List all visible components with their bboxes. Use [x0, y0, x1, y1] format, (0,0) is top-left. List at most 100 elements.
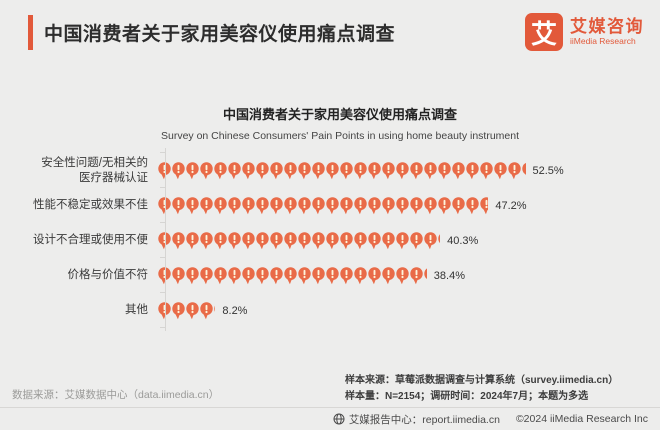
exclamation-speech-bubble-icon	[270, 196, 283, 214]
exclamation-speech-bubble-icon	[438, 161, 451, 179]
exclamation-speech-bubble-icon	[368, 161, 381, 179]
chart-subtitle: Survey on Chinese Consumers' Pain Points…	[160, 130, 520, 142]
exclamation-speech-bubble-icon	[270, 266, 283, 284]
exclamation-speech-bubble-icon	[242, 196, 255, 214]
exclamation-speech-bubble-icon	[452, 161, 465, 179]
axis-tick	[160, 257, 165, 258]
header: 中国消费者关于家用美容仪使用痛点调查	[28, 15, 395, 50]
exclamation-speech-bubble-icon	[284, 231, 297, 249]
exclamation-speech-bubble-icon	[424, 268, 427, 279]
exclamation-speech-bubble-icon	[368, 196, 381, 214]
exclamation-speech-bubble-icon	[242, 231, 255, 249]
exclamation-speech-bubble-icon	[256, 161, 269, 179]
value-label: 38.4%	[433, 269, 465, 282]
value-label: 8.2%	[222, 304, 248, 317]
exclamation-speech-bubble-icon	[214, 304, 216, 312]
axis-tick	[160, 327, 165, 328]
exclamation-speech-bubble-icon	[242, 266, 255, 284]
globe-icon	[333, 413, 345, 425]
chart-row: 其他 8.2%	[30, 293, 564, 328]
exclamation-speech-bubble-icon	[424, 196, 437, 214]
pictogram-bar	[158, 301, 216, 320]
exclamation-speech-bubble-icon	[256, 266, 269, 284]
exclamation-speech-bubble-icon	[382, 231, 395, 249]
copyright-text: ©2024 iiMedia Research Inc	[515, 413, 648, 425]
category-label: 其他	[125, 304, 148, 317]
exclamation-speech-bubble-icon	[340, 161, 353, 179]
brand-logo: 艾 艾媒咨询 iiMedia Research	[525, 13, 644, 51]
exclamation-speech-bubble-icon	[186, 161, 199, 179]
exclamation-speech-bubble-icon	[270, 231, 283, 249]
exclamation-speech-bubble-icon	[438, 233, 441, 243]
report-center-item: 艾媒报告中心：report.iimedia.cn	[333, 412, 500, 427]
exclamation-speech-bubble-icon	[228, 196, 241, 214]
exclamation-speech-bubble-icon	[186, 266, 199, 284]
exclamation-speech-bubble-icon	[200, 231, 213, 249]
data-source-note: 数据来源：艾媒数据中心（data.iimedia.cn）	[12, 389, 220, 401]
exclamation-speech-bubble-icon	[298, 196, 311, 214]
brand-name-en: iiMedia Research	[570, 36, 636, 47]
exclamation-speech-bubble-icon	[424, 161, 437, 179]
exclamation-speech-bubble-icon	[396, 196, 409, 214]
exclamation-speech-bubble-icon	[368, 231, 381, 249]
exclamation-speech-bubble-icon	[256, 231, 269, 249]
exclamation-speech-bubble-icon	[200, 266, 213, 284]
exclamation-speech-bubble-icon	[326, 231, 339, 249]
exclamation-speech-bubble-icon	[200, 196, 213, 214]
exclamation-speech-bubble-icon	[172, 196, 185, 214]
exclamation-speech-bubble-icon	[200, 161, 213, 179]
exclamation-speech-bubble-icon	[522, 162, 526, 174]
exclamation-speech-bubble-icon	[368, 266, 381, 284]
exclamation-speech-bubble-icon	[340, 266, 353, 284]
exclamation-speech-bubble-icon	[298, 266, 311, 284]
exclamation-speech-bubble-icon	[312, 161, 325, 179]
exclamation-speech-bubble-icon	[480, 161, 493, 179]
exclamation-speech-bubble-icon	[284, 196, 297, 214]
axis-tick	[160, 292, 165, 293]
exclamation-speech-bubble-icon	[228, 231, 241, 249]
exclamation-speech-bubble-icon	[172, 301, 185, 319]
exclamation-speech-bubble-icon	[298, 161, 311, 179]
y-axis-line	[165, 148, 166, 331]
axis-tick	[160, 187, 165, 188]
exclamation-speech-bubble-icon	[172, 231, 185, 249]
chart-title-block: 中国消费者关于家用美容仪使用痛点调查 Survey on Chinese Con…	[30, 104, 650, 142]
pictogram-bar	[158, 266, 427, 285]
category-label: 设计不合理或使用不便	[33, 234, 148, 247]
brand-logo-text: 艾媒咨询 iiMedia Research	[570, 17, 644, 47]
exclamation-speech-bubble-icon	[172, 266, 185, 284]
exclamation-speech-bubble-icon	[270, 161, 283, 179]
exclamation-speech-bubble-icon	[466, 196, 479, 214]
exclamation-speech-bubble-icon	[312, 231, 325, 249]
exclamation-speech-bubble-icon	[410, 196, 423, 214]
exclamation-speech-bubble-icon	[186, 301, 199, 319]
category-label: 安全性问题/无相关的医疗器械认证	[41, 156, 148, 184]
title-accent-bar	[28, 15, 33, 50]
exclamation-speech-bubble-icon	[508, 161, 521, 179]
category-label: 价格与价值不符	[67, 269, 149, 282]
exclamation-speech-bubble-icon	[340, 231, 353, 249]
pictogram-bar	[158, 161, 526, 180]
page-title: 中国消费者关于家用美容仪使用痛点调查	[44, 24, 396, 45]
exclamation-speech-bubble-icon	[172, 161, 185, 179]
exclamation-speech-bubble-icon	[284, 266, 297, 284]
category-label: 性能不稳定或效果不佳	[33, 199, 148, 212]
value-label: 47.2%	[495, 199, 527, 212]
chart-rows: 安全性问题/无相关的医疗器械认证 52.5% 性能不稳定或效果不佳 47.2% 设计不合…	[30, 153, 564, 328]
exclamation-speech-bubble-icon	[354, 231, 367, 249]
value-label: 52.5%	[532, 164, 564, 177]
exclamation-speech-bubble-icon	[214, 196, 227, 214]
exclamation-speech-bubble-icon	[214, 161, 227, 179]
exclamation-speech-bubble-icon	[158, 266, 171, 284]
exclamation-speech-bubble-icon	[410, 266, 423, 284]
exclamation-speech-bubble-icon	[382, 196, 395, 214]
exclamation-speech-bubble-icon	[214, 231, 227, 249]
chart-row: 安全性问题/无相关的医疗器械认证 52.5%	[30, 153, 564, 188]
bottom-bar: 艾媒报告中心：report.iimedia.cn ©2024 iiMedia R…	[0, 407, 660, 430]
exclamation-speech-bubble-icon	[186, 231, 199, 249]
exclamation-speech-bubble-icon	[242, 161, 255, 179]
exclamation-speech-bubble-icon	[326, 266, 339, 284]
exclamation-speech-bubble-icon	[312, 196, 325, 214]
axis-tick	[160, 152, 165, 153]
chart-row: 价格与价值不符 38.4%	[30, 258, 564, 293]
